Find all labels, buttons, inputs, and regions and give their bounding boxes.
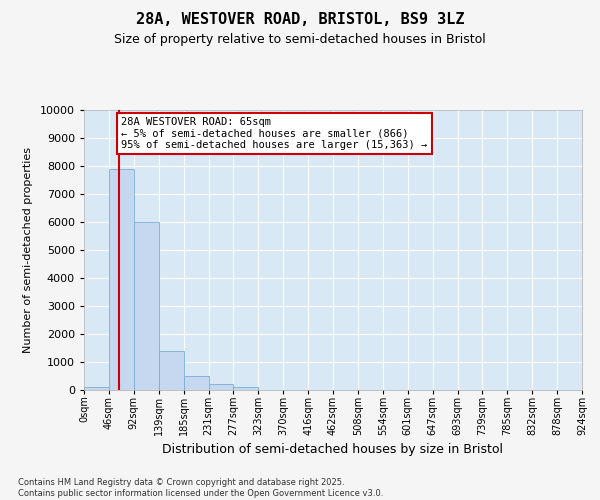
Bar xyxy=(184,376,209,390)
Text: Size of property relative to semi-detached houses in Bristol: Size of property relative to semi-detach… xyxy=(114,32,486,46)
Bar xyxy=(209,384,233,390)
Text: 28A, WESTOVER ROAD, BRISTOL, BS9 3LZ: 28A, WESTOVER ROAD, BRISTOL, BS9 3LZ xyxy=(136,12,464,28)
Bar xyxy=(109,169,134,390)
Bar xyxy=(159,351,184,390)
Bar xyxy=(84,387,109,390)
Y-axis label: Number of semi-detached properties: Number of semi-detached properties xyxy=(23,147,33,353)
Bar xyxy=(233,387,259,390)
Text: Contains HM Land Registry data © Crown copyright and database right 2025.
Contai: Contains HM Land Registry data © Crown c… xyxy=(18,478,383,498)
Text: 28A WESTOVER ROAD: 65sqm
← 5% of semi-detached houses are smaller (866)
95% of s: 28A WESTOVER ROAD: 65sqm ← 5% of semi-de… xyxy=(121,117,427,150)
X-axis label: Distribution of semi-detached houses by size in Bristol: Distribution of semi-detached houses by … xyxy=(163,444,503,456)
Bar xyxy=(134,222,159,390)
